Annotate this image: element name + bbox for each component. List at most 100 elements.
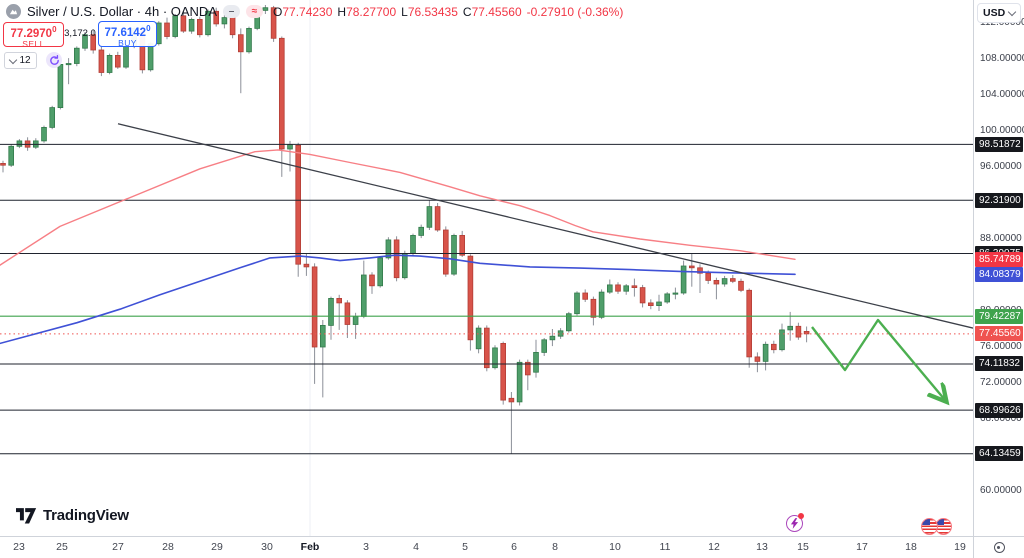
refresh-icon[interactable]: [46, 52, 62, 68]
notification-dot: [798, 513, 804, 519]
data-mode-minus-icon[interactable]: –: [223, 5, 240, 18]
candle-up: [541, 339, 547, 353]
price-scale-settings-icon[interactable]: [993, 542, 1005, 553]
chevron-down-icon: [9, 55, 18, 64]
candle-up: [49, 107, 55, 128]
sell-label: SELL: [22, 38, 45, 49]
price-tick: 100.00000: [980, 125, 1024, 136]
price-axis[interactable]: USD 112.00000108.00000104.00000100.00000…: [973, 0, 1024, 536]
candle-up: [787, 325, 793, 331]
price-tick: 72.00000: [980, 377, 1022, 388]
candle-down: [311, 266, 318, 348]
flag-canton: [922, 519, 930, 525]
time-tick: 30: [261, 541, 273, 553]
flag-canton: [936, 519, 944, 525]
time-tick: 6: [511, 541, 517, 553]
bar-countdown-dropdown[interactable]: 12: [4, 52, 37, 69]
tradingview-logo-text: TradingView: [43, 507, 129, 524]
candle-down: [590, 298, 597, 318]
candle-down: [795, 325, 802, 338]
time-axis[interactable]: 23 25 27 28 29 30 Feb 3 4 5 6 8 10 11 12 13 15 17 18 19: [0, 536, 973, 558]
candle-down: [98, 49, 105, 73]
candle-up: [16, 140, 23, 147]
buy-label: BUY: [118, 37, 137, 48]
candle-up: [516, 361, 523, 403]
projection-arrow[interactable]: [811, 318, 945, 400]
chart-canvas[interactable]: Silver / U.S. Dollar · 4h · OANDA – ≈ O7…: [0, 0, 973, 536]
low-value: 76.53435: [407, 4, 458, 19]
time-tick: 8: [552, 541, 558, 553]
candle-up: [172, 15, 179, 37]
countdown-value: 12: [19, 55, 31, 66]
high-value: 78.27700: [346, 4, 397, 19]
buy-button[interactable]: 77.61420 BUY: [98, 21, 157, 47]
candle-down: [746, 289, 752, 358]
delayed-data-approx-icon[interactable]: ≈: [246, 5, 263, 18]
price-level-label: 64.13459: [975, 446, 1023, 461]
time-tick: 23: [13, 541, 25, 553]
price-level-label: 79.42287: [975, 309, 1023, 324]
chart-legend[interactable]: Silver / U.S. Dollar · 4h · OANDA – ≈ O7…: [6, 4, 623, 19]
candle-down: [393, 239, 400, 279]
time-tick: 17: [856, 541, 868, 553]
time-tick: Feb: [300, 541, 320, 553]
sell-button[interactable]: 77.29700 SELL: [3, 22, 64, 49]
candle-up: [672, 292, 679, 295]
price-level-label: 98.51872: [975, 137, 1023, 152]
trendline[interactable]: [117, 123, 973, 329]
candlestick-chart[interactable]: [0, 0, 973, 536]
candle-down: [730, 278, 736, 282]
symbol-title[interactable]: Silver / U.S. Dollar · 4h · OANDA: [27, 4, 217, 19]
sell-price-sup: 0: [52, 25, 57, 34]
candle-up: [598, 291, 605, 318]
candle-up: [385, 239, 392, 259]
candle-down: [615, 284, 621, 292]
candle-down: [697, 267, 703, 274]
candle-down: [459, 234, 465, 256]
candle-down: [508, 397, 515, 403]
candle-up: [74, 47, 80, 64]
candle-up: [574, 292, 580, 315]
candle-up: [328, 297, 334, 326]
price-tick: 108.00000: [980, 53, 1024, 64]
symbol-logo-icon: [6, 4, 21, 19]
buy-price-sup: 0: [146, 24, 151, 33]
candle-down: [0, 162, 6, 166]
candle-up: [549, 335, 556, 341]
candle-down: [631, 285, 638, 288]
candle-down: [180, 15, 187, 32]
candle-up: [451, 234, 457, 275]
candle-down: [525, 361, 531, 376]
candle-down: [754, 356, 761, 362]
price-level-label: 85.74789: [975, 252, 1023, 267]
candle-up: [377, 257, 383, 287]
candle-up: [106, 55, 113, 73]
candle-down: [713, 279, 720, 285]
ma-slow-line: [0, 254, 796, 345]
candle-up: [287, 144, 293, 150]
candle-down: [582, 292, 588, 300]
time-tick: 25: [56, 541, 68, 553]
price-tick: 68.00000: [980, 413, 1022, 424]
currency-dropdown[interactable]: USD: [977, 3, 1021, 23]
candle-up: [410, 234, 416, 254]
tradingview-logo[interactable]: TradingView: [16, 507, 129, 524]
price-level-label: 74.11832: [975, 356, 1023, 371]
us-flag-icon[interactable]: [921, 518, 938, 535]
candle-up: [762, 343, 769, 362]
candle-down: [278, 37, 285, 150]
high-label: H: [337, 4, 347, 19]
time-tick: 10: [609, 541, 621, 553]
alert-lightning-icon[interactable]: [786, 513, 804, 532]
candle-down: [90, 34, 97, 51]
candle-up: [623, 285, 629, 292]
candle-down: [442, 229, 449, 275]
candle-up: [475, 327, 482, 350]
candle-down: [336, 297, 342, 304]
price-level-label: 68.99626: [975, 403, 1023, 418]
candle-up: [656, 301, 662, 306]
price-tick: 60.00000: [980, 485, 1022, 496]
candle-up: [779, 329, 785, 351]
candle-up: [533, 351, 539, 373]
time-tick: 5: [462, 541, 468, 553]
